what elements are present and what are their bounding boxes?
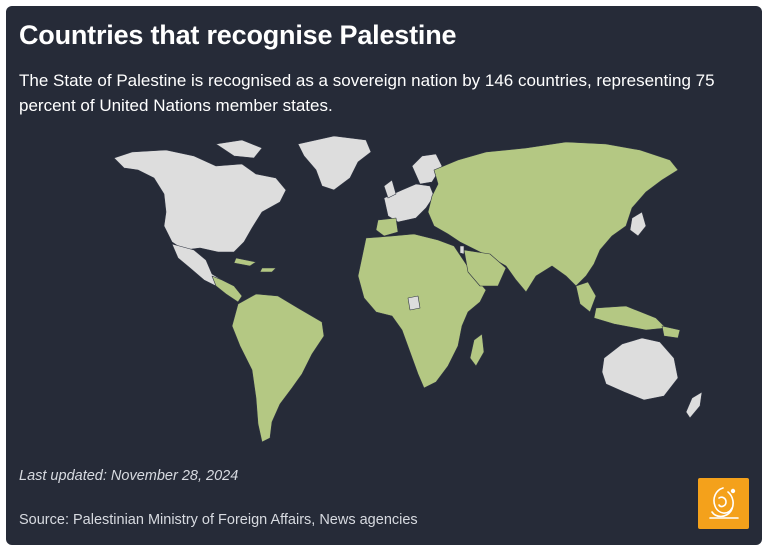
region-caribbean: [233, 257, 277, 273]
region-cameroon: [407, 295, 421, 311]
region-central-america: [211, 275, 243, 303]
region-australia: [601, 337, 679, 401]
region-uk: [383, 179, 397, 199]
region-iberia: [375, 217, 399, 237]
region-arabia: [463, 249, 507, 287]
region-scandinavia: [411, 153, 443, 185]
world-map: [113, 135, 703, 443]
region-southeast-asia: [575, 281, 667, 331]
region-israel: [459, 245, 465, 255]
region-north-america: [113, 149, 287, 253]
infographic-card: Countries that recognise Palestine The S…: [6, 6, 762, 545]
source-note: Source: Palestinian Ministry of Foreign …: [19, 512, 418, 528]
page-subtitle: The State of Palestine is recognised as …: [19, 71, 715, 115]
region-africa: [357, 233, 487, 389]
region-south-america: [231, 293, 325, 443]
region-madagascar: [469, 333, 485, 367]
region-arctic-islands: [215, 139, 263, 159]
last-updated: Last updated: November 28, 2024: [19, 468, 239, 484]
al-jazeera-logo-icon: [698, 478, 749, 529]
region-greenland: [297, 135, 372, 191]
region-png: [661, 325, 681, 339]
region-new-zealand: [685, 391, 703, 419]
region-japan: [629, 211, 647, 237]
page-title: Countries that recognise Palestine: [19, 20, 457, 50]
